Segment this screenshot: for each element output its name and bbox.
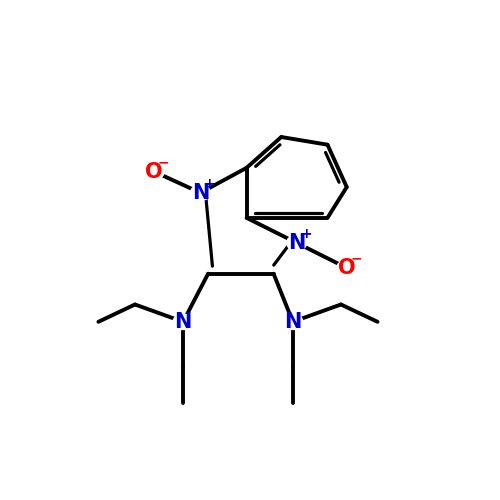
Ellipse shape — [283, 314, 303, 330]
Text: O: O — [338, 258, 355, 278]
Text: +: + — [300, 226, 312, 240]
Text: −: − — [158, 156, 170, 170]
Ellipse shape — [336, 260, 356, 276]
Text: N: N — [174, 312, 192, 332]
Ellipse shape — [144, 164, 164, 180]
Text: +: + — [204, 176, 216, 190]
Text: −: − — [350, 252, 362, 266]
Text: N: N — [288, 233, 306, 253]
Ellipse shape — [286, 235, 306, 250]
Ellipse shape — [190, 185, 210, 200]
Ellipse shape — [173, 314, 193, 330]
Text: N: N — [284, 312, 302, 332]
Text: N: N — [192, 183, 209, 203]
Text: O: O — [146, 162, 163, 182]
